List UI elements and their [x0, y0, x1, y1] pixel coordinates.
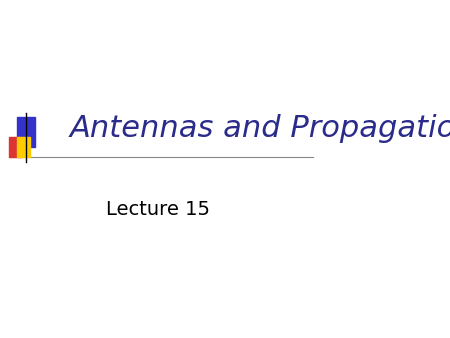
Text: Lecture 15: Lecture 15	[106, 200, 210, 219]
Bar	[9, 137, 22, 157]
Text: Antennas and Propagation: Antennas and Propagation	[70, 114, 450, 143]
Bar	[18, 137, 30, 157]
Bar	[18, 117, 35, 147]
